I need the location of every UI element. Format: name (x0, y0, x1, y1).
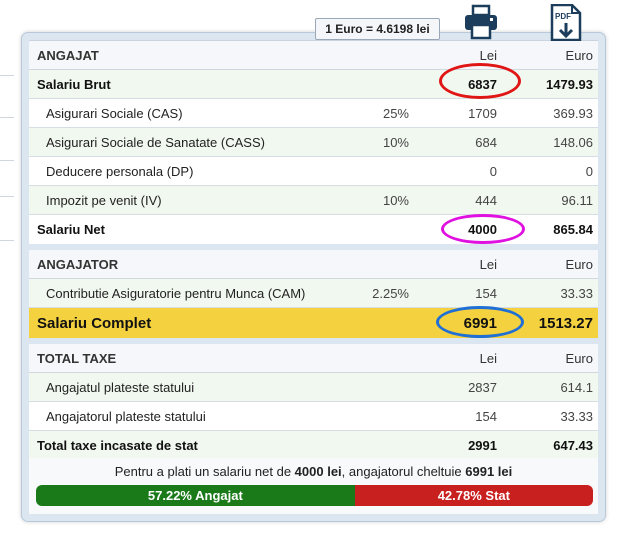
adjacent-panel-edges (0, 0, 14, 550)
summary-block: Pentru a plati un salariu net de 4000 le… (29, 458, 598, 514)
salariu-complet-row: Salariu Complet 6991 1513.27 (29, 308, 598, 338)
summary-part1: Pentru a plati un salariu net de (114, 464, 295, 479)
lei-value: 2837 (468, 379, 497, 395)
euro-value: 1479.93 (546, 76, 593, 92)
summary-net: 4000 lei (294, 464, 342, 479)
row-label: Salariu Brut (37, 76, 111, 92)
lei-value: 154 (475, 285, 497, 301)
euro-value: 614.1 (560, 379, 593, 395)
lei-value: 444 (475, 192, 497, 208)
split-bar: 57.22% Angajat 42.78% Stat (36, 485, 593, 506)
column-lei: Lei (479, 47, 497, 63)
column-euro: Euro (565, 47, 593, 63)
angajator-plateste-row: Angajatorul plateste statului 154 33.33 (29, 402, 598, 431)
euro-value: 369.93 (553, 105, 593, 121)
angajat-section: ANGAJAT Lei Euro Salariu Brut 6837 1479.… (29, 41, 598, 250)
column-lei: Lei (479, 256, 497, 272)
lei-value: 0 (489, 163, 497, 179)
cam-row: Contributie Asiguratorie pentru Munca (C… (29, 279, 598, 308)
euro-value: 33.33 (560, 285, 593, 301)
salariu-net-row: Salariu Net 4000 865.84 (29, 215, 598, 244)
row-label: Salariu Complet (37, 314, 152, 332)
row-label: Salariu Net (37, 222, 105, 237)
row-label: Asigurari Sociale de Sanatate (CASS) (46, 134, 265, 150)
summary-part2: , angajatorul cheltuie (341, 464, 466, 479)
print-button[interactable] (463, 4, 499, 40)
lei-value: 4000 (468, 222, 497, 237)
row-label: Angajatorul plateste statului (46, 408, 206, 424)
angajator-section: ANGAJATOR Lei Euro Contributie Asigurato… (29, 250, 598, 344)
exchange-rate-badge: 1 Euro = 4.6198 lei (315, 18, 440, 40)
column-euro: Euro (565, 350, 593, 366)
lei-value: 2991 (468, 438, 497, 453)
percent-value: 2.25% (372, 285, 409, 301)
section-title: ANGAJATOR (37, 256, 119, 272)
row-label: Impozit pe venit (IV) (46, 192, 162, 208)
summary-text: Pentru a plati un salariu net de 4000 le… (29, 464, 598, 479)
pdf-download-button[interactable]: PDF (549, 3, 583, 42)
euro-value: 647.43 (553, 438, 593, 453)
euro-value: 1513.27 (538, 314, 593, 332)
row-label: Total taxe incasate de stat (37, 438, 198, 453)
euro-value: 0 (585, 163, 593, 179)
pdf-badge-text: PDF (555, 12, 571, 21)
percent-value: 25% (382, 105, 409, 121)
taxe-header-row: TOTAL TAXE Lei Euro (29, 344, 598, 373)
summary-total: 6991 lei (465, 464, 513, 479)
salariu-brut-row: Salariu Brut 6837 1479.93 (29, 70, 598, 99)
row-label: Contributie Asiguratorie pentru Munca (C… (46, 285, 306, 301)
split-bar-angajat: 57.22% Angajat (36, 485, 355, 506)
percent-value: 10% (382, 134, 409, 150)
lei-value: 1709 (468, 105, 497, 121)
lei-value: 684 (475, 134, 497, 150)
printer-icon (465, 4, 497, 40)
euro-value: 865.84 (553, 222, 593, 237)
euro-value: 33.33 (560, 408, 593, 424)
row-label: Angajatul plateste statului (46, 379, 195, 395)
total-taxe-row: Total taxe incasate de stat 2991 647.43 (29, 431, 598, 460)
column-euro: Euro (565, 256, 593, 272)
euro-value: 96.11 (561, 192, 593, 208)
section-gap (29, 338, 598, 344)
row-label: Deducere personala (DP) (46, 163, 194, 179)
section-title: ANGAJAT (37, 47, 99, 63)
section-title: TOTAL TAXE (37, 350, 117, 366)
angajat-header-row: ANGAJAT Lei Euro (29, 41, 598, 70)
lei-value: 6837 (468, 76, 497, 92)
deducere-row: Deducere personala (DP) 0 0 (29, 157, 598, 186)
angajator-header-row: ANGAJATOR Lei Euro (29, 250, 598, 279)
section-gap (29, 244, 598, 250)
euro-value: 148.06 (553, 134, 593, 150)
cass-row: Asigurari Sociale de Sanatate (CASS) 10%… (29, 128, 598, 157)
lei-value: 154 (475, 408, 497, 424)
pdf-download-icon: PDF (550, 3, 582, 42)
total-taxe-section: TOTAL TAXE Lei Euro Angajatul plateste s… (29, 344, 598, 460)
split-bar-stat: 42.78% Stat (354, 485, 593, 506)
angajat-plateste-row: Angajatul plateste statului 2837 614.1 (29, 373, 598, 402)
row-label: Asigurari Sociale (CAS) (46, 105, 183, 121)
cas-row: Asigurari Sociale (CAS) 25% 1709 369.93 (29, 99, 598, 128)
column-lei: Lei (479, 350, 497, 366)
impozit-row: Impozit pe venit (IV) 10% 444 96.11 (29, 186, 598, 215)
lei-value: 6991 (463, 314, 497, 332)
percent-value: 10% (382, 192, 409, 208)
